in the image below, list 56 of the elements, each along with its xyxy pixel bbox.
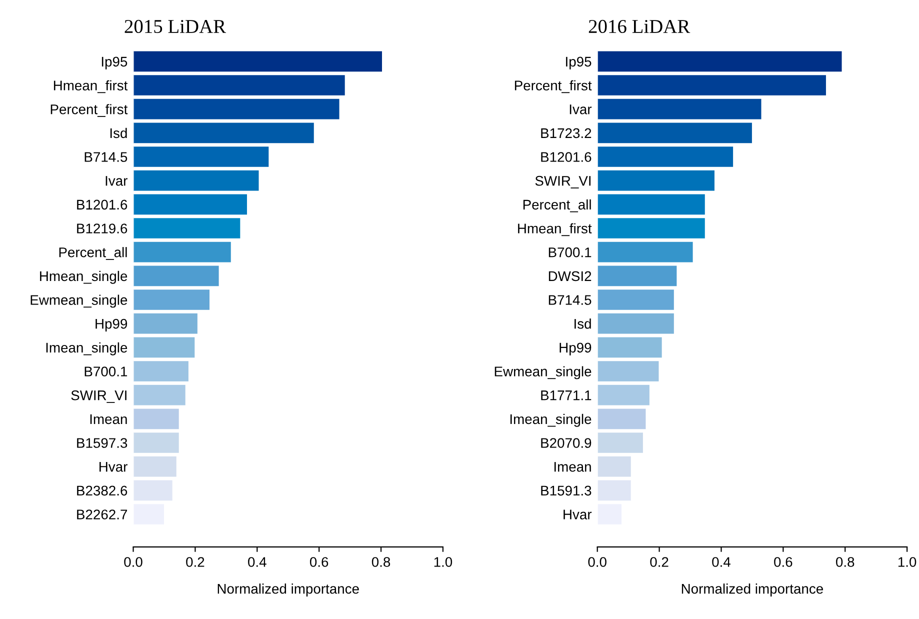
y-tick-label: Hp99 bbox=[560, 342, 592, 356]
x-tick-label: 0.6 bbox=[310, 557, 328, 567]
y-tick-label: Imean_single bbox=[510, 414, 592, 427]
y-tick-label: B1597.3 bbox=[77, 438, 128, 448]
y-tick-label: Percent_first bbox=[514, 80, 592, 94]
x-tick-label: 0.0 bbox=[124, 557, 142, 567]
x-tick-label: 0.4 bbox=[248, 557, 266, 567]
x-axis-title: Normalized importance bbox=[218, 584, 359, 596]
y-tick-label: B700.1 bbox=[84, 366, 128, 376]
y-tick-label: B1591.3 bbox=[541, 486, 592, 496]
y-tick-label: B1723.2 bbox=[541, 128, 592, 138]
y-tick-label: B1201.6 bbox=[77, 200, 128, 210]
y-tick-label: Percent_all bbox=[59, 247, 127, 260]
y-tick-label: Ewmean_single bbox=[30, 294, 128, 308]
y-tick-label: Isd bbox=[110, 128, 127, 138]
y-tick-label: B1219.6 bbox=[77, 224, 128, 234]
y-tick-label: Ivar bbox=[106, 176, 128, 186]
y-tick-label: Ivar bbox=[570, 104, 592, 114]
x-tick-label: 0.2 bbox=[650, 557, 668, 567]
x-tick-label: 1.0 bbox=[898, 557, 916, 567]
y-tick-label: Imean bbox=[554, 462, 591, 472]
y-tick-label: B1201.6 bbox=[541, 152, 592, 162]
y-tick-label: B2382.6 bbox=[77, 486, 128, 496]
x-tick-label: 0.8 bbox=[836, 557, 854, 567]
y-tick-label: Hmean_first bbox=[518, 223, 592, 236]
x-tick-label: 0.6 bbox=[774, 557, 792, 567]
x-tick-label: 0.0 bbox=[588, 557, 606, 567]
x-tick-label: 0.4 bbox=[712, 557, 730, 567]
y-tick-label: Hmean_first bbox=[54, 80, 128, 94]
y-tick-label: Percent_first bbox=[50, 104, 128, 117]
x-axis-title: Normalized importance bbox=[682, 584, 823, 596]
y-tick-label: B2070.9 bbox=[541, 438, 592, 448]
y-tick-label: Ewmean_single bbox=[494, 366, 592, 380]
y-tick-label: Percent_all bbox=[523, 199, 591, 212]
x-tick-label: 1.0 bbox=[434, 557, 452, 567]
x-tick-label: 0.2 bbox=[186, 557, 204, 567]
y-tick-label: SWIR_VI bbox=[535, 176, 591, 188]
y-tick-label: B1771.1 bbox=[541, 390, 592, 400]
y-tick-label: B2262.7 bbox=[77, 510, 128, 520]
y-tick-label: B714.5 bbox=[548, 295, 592, 305]
y-tick-label: Imean bbox=[90, 414, 127, 424]
y-tick-label: Hvar bbox=[100, 462, 128, 472]
x-tick-label: 0.8 bbox=[372, 557, 390, 567]
y-tick-label: B700.1 bbox=[548, 247, 592, 258]
y-tick-label: SWIR_VI bbox=[71, 390, 126, 403]
y-tick-label: Hvar bbox=[564, 510, 592, 520]
y-tick-label: Ip95 bbox=[102, 56, 128, 70]
chart-title: 2016 LiDAR bbox=[588, 20, 690, 34]
y-tick-label: B714.5 bbox=[84, 152, 128, 162]
y-tick-label: Hmean_single bbox=[40, 270, 128, 284]
y-tick-label: DWSI2 bbox=[548, 271, 592, 282]
y-tick-label: Ip95 bbox=[566, 56, 592, 70]
chart-title: 2015 LiDAR bbox=[124, 20, 226, 34]
y-tick-label: Hp99 bbox=[96, 318, 128, 332]
y-tick-label: Isd bbox=[574, 318, 591, 329]
y-tick-label: Imean_single bbox=[46, 342, 128, 356]
